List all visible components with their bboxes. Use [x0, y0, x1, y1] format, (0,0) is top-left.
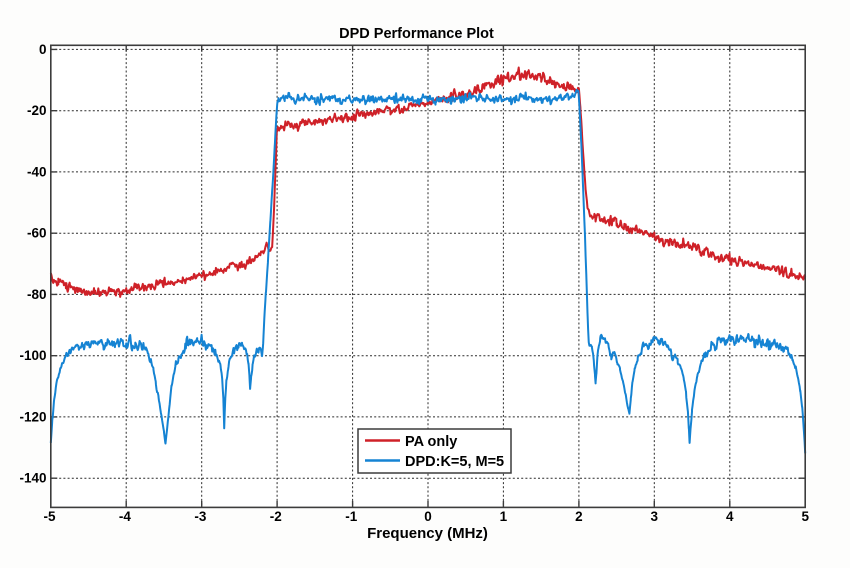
- svg-text:0: 0: [424, 509, 432, 524]
- svg-text:-120: -120: [19, 409, 46, 424]
- svg-text:Frequency (MHz): Frequency (MHz): [367, 525, 488, 542]
- svg-text:-2: -2: [270, 509, 282, 524]
- svg-text:DPD Performance Plot: DPD Performance Plot: [339, 26, 494, 42]
- svg-text:-1: -1: [345, 509, 357, 524]
- svg-text:2: 2: [575, 509, 583, 524]
- svg-text:-100: -100: [19, 348, 46, 363]
- svg-text:-60: -60: [27, 226, 47, 241]
- svg-text:-3: -3: [194, 509, 206, 524]
- svg-text:4: 4: [726, 509, 734, 524]
- svg-text:5: 5: [801, 509, 809, 524]
- svg-text:-5: -5: [43, 509, 55, 524]
- svg-text:1: 1: [500, 509, 508, 524]
- svg-text:-80: -80: [27, 287, 47, 302]
- svg-text:DPD:K=5, M=5: DPD:K=5, M=5: [405, 454, 504, 470]
- svg-text:-20: -20: [27, 103, 47, 118]
- svg-text:PA only: PA only: [405, 434, 457, 450]
- svg-text:0: 0: [39, 42, 47, 57]
- svg-text:3: 3: [651, 509, 659, 524]
- svg-text:-40: -40: [27, 164, 47, 179]
- svg-text:-4: -4: [119, 509, 131, 524]
- svg-text:-140: -140: [19, 471, 46, 486]
